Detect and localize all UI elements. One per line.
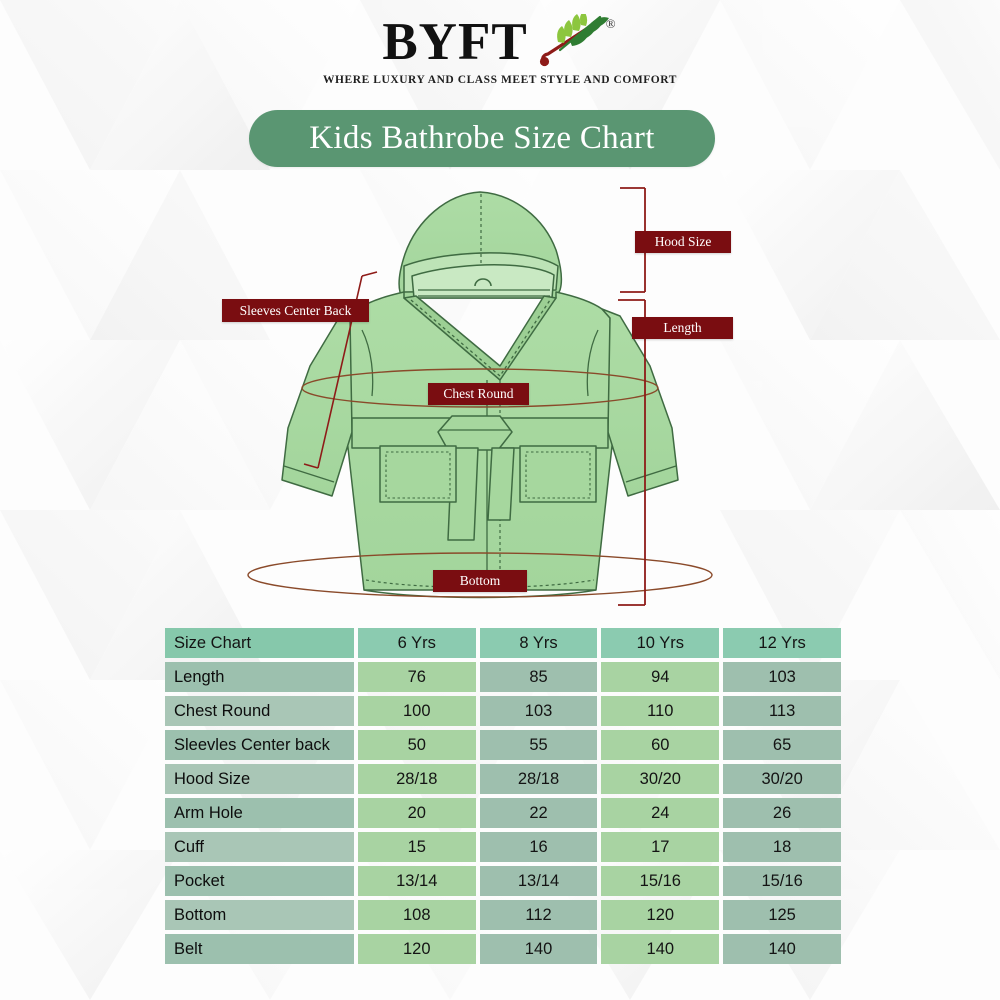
callout-chest-round-label: Chest Round <box>443 386 514 401</box>
table-header-row: Size Chart 6 Yrs 8 Yrs 10 Yrs 12 Yrs <box>165 628 841 658</box>
row-label: Bottom <box>165 900 354 930</box>
table-cell: 15 <box>357 832 476 862</box>
row-label: Cuff <box>165 832 354 862</box>
callout-bottom: Bottom <box>433 570 527 592</box>
table-cell: 28/18 <box>357 764 476 794</box>
table-row: Belt 120 140 140 140 <box>165 934 841 964</box>
table-cell: 65 <box>723 730 841 760</box>
table-row: Bottom 108 112 120 125 <box>165 900 841 930</box>
table-cell: 22 <box>479 798 598 828</box>
page-title: Kids Bathrobe Size Chart <box>249 110 715 167</box>
table-cell: 120 <box>601 900 720 930</box>
table-cell: 28/18 <box>479 764 598 794</box>
table-row: Cuff 15 16 17 18 <box>165 832 841 862</box>
table-cell: 30/20 <box>723 764 841 794</box>
row-label: Chest Round <box>165 696 354 726</box>
table-cell: 13/14 <box>479 866 598 896</box>
table-cell: 94 <box>601 662 720 692</box>
row-label: Arm Hole <box>165 798 354 828</box>
column-header-8-yrs: 8 Yrs <box>479 628 598 658</box>
table-cell: 15/16 <box>601 866 720 896</box>
size-chart-table: Size Chart 6 Yrs 8 Yrs 10 Yrs 12 Yrs Length 76… <box>161 624 845 968</box>
brand-name: BYFT <box>382 12 528 71</box>
table-cell: 125 <box>723 900 841 930</box>
table-cell: 17 <box>601 832 720 862</box>
table-row: Chest Round 100 103 110 113 <box>165 696 841 726</box>
registered-mark: ® <box>605 16 616 31</box>
row-label: Hood Size <box>165 764 354 794</box>
table-cell: 113 <box>723 696 841 726</box>
table-cell: 26 <box>723 798 841 828</box>
table-cell: 55 <box>479 730 598 760</box>
table-row: Hood Size 28/18 28/18 30/20 30/20 <box>165 764 841 794</box>
table-cell: 16 <box>479 832 598 862</box>
column-header-12-yrs: 12 Yrs <box>723 628 841 658</box>
table-cell: 15/16 <box>723 866 841 896</box>
table-cell: 30/20 <box>601 764 720 794</box>
table-cell: 140 <box>479 934 598 964</box>
table-cell: 18 <box>723 832 841 862</box>
table-cell: 76 <box>357 662 476 692</box>
table-cell: 85 <box>479 662 598 692</box>
table-cell: 50 <box>357 730 476 760</box>
row-label: Sleevles Center back <box>165 730 354 760</box>
callout-hood-size: Hood Size <box>635 231 731 253</box>
brand-row: BYFT <box>0 14 1000 70</box>
table-cell: 140 <box>601 934 720 964</box>
table-cell: 112 <box>479 900 598 930</box>
brand-tagline: WHERE LUXURY AND CLASS MEET STYLE AND CO… <box>323 74 677 86</box>
table-cell: 20 <box>357 798 476 828</box>
callout-length-label: Length <box>663 320 702 335</box>
table-cell: 13/14 <box>357 866 476 896</box>
callout-bottom-label: Bottom <box>459 573 501 588</box>
table-cell: 110 <box>601 696 720 726</box>
table-cell: 24 <box>601 798 720 828</box>
table-row: Arm Hole 20 22 24 26 <box>165 798 841 828</box>
row-label: Belt <box>165 934 354 964</box>
table-cell: 140 <box>723 934 841 964</box>
callout-hood-size-label: Hood Size <box>654 234 712 249</box>
callout-sleeves-center-back: Sleeves Center Back <box>222 299 369 322</box>
table-cell: 103 <box>479 696 598 726</box>
table-cell: 120 <box>357 934 476 964</box>
row-label: Pocket <box>165 866 354 896</box>
callout-sleeves-center-back-label: Sleeves Center Back <box>239 302 352 318</box>
brand-header: BYFT <box>0 14 1000 86</box>
table-row: Sleevles Center back 50 55 60 65 <box>165 730 841 760</box>
column-header-10-yrs: 10 Yrs <box>601 628 720 658</box>
table-cell: 103 <box>723 662 841 692</box>
wheat-sprig-icon: ® <box>532 14 618 70</box>
column-header-6-yrs: 6 Yrs <box>357 628 476 658</box>
table-row: Length 76 85 94 103 <box>165 662 841 692</box>
table-row: Pocket 13/14 13/14 15/16 15/16 <box>165 866 841 896</box>
table-cell: 100 <box>357 696 476 726</box>
table-cell: 108 <box>357 900 476 930</box>
page-title-text: Kids Bathrobe Size Chart <box>309 120 655 156</box>
table-cell: 60 <box>601 730 720 760</box>
row-label: Length <box>165 662 354 692</box>
callout-length: Length <box>632 317 733 339</box>
column-header-size-chart: Size Chart <box>165 628 354 658</box>
callout-chest-round: Chest Round <box>428 383 529 405</box>
